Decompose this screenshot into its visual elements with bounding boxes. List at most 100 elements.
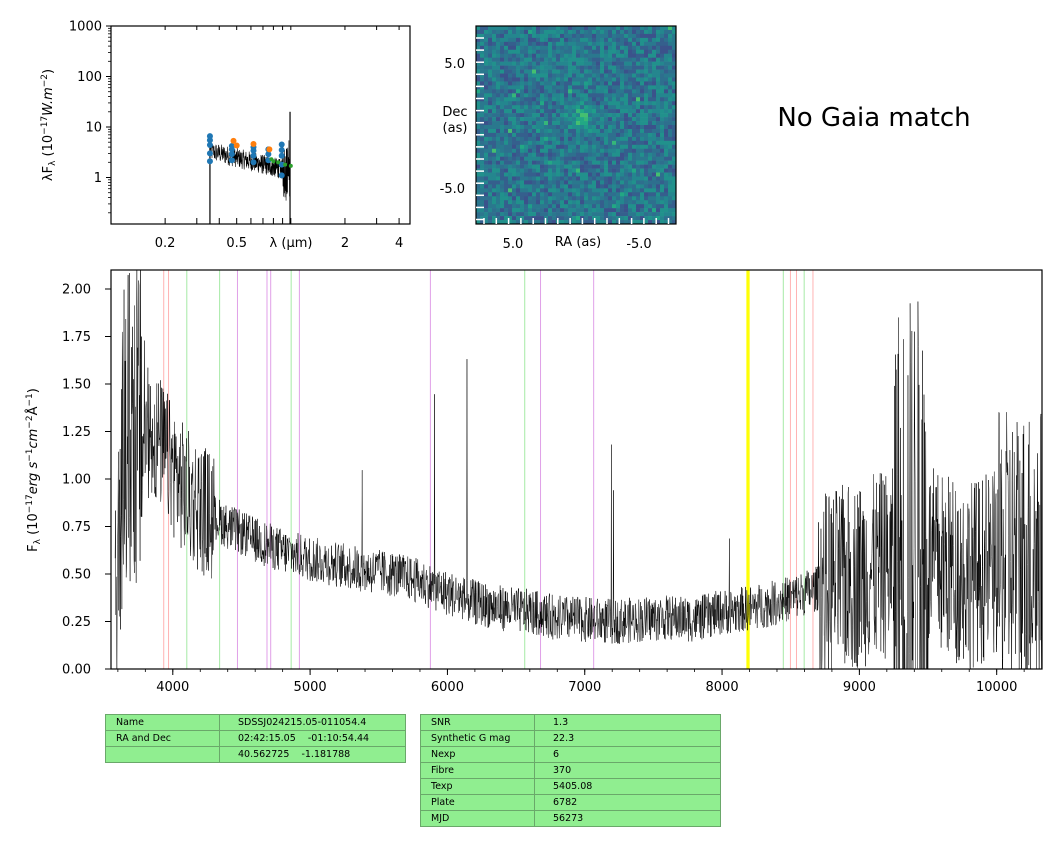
image-pixel <box>528 192 533 197</box>
image-pixel <box>520 144 525 150</box>
image-pixel <box>600 81 605 86</box>
sed-xtick-label: 0.2 <box>155 236 176 251</box>
image-pixel <box>488 105 493 110</box>
image-pixel <box>492 220 497 225</box>
image-pixel <box>528 140 533 146</box>
sed-ytick-label: 100 <box>77 70 102 85</box>
image-pixel <box>612 164 617 169</box>
image-pixel <box>612 89 617 94</box>
image-pixel <box>632 77 637 82</box>
image-pixel <box>656 81 661 86</box>
image-pixel <box>584 97 589 102</box>
image-pixel <box>528 89 533 94</box>
image-pixel <box>488 29 493 35</box>
image-pixel <box>596 93 601 98</box>
image-pixel <box>632 204 637 209</box>
image-pixel <box>520 117 525 122</box>
image-pixel <box>516 140 521 146</box>
image-pixel <box>552 49 557 55</box>
image-pixel <box>588 168 593 173</box>
image-pixel <box>552 113 557 118</box>
image-pixel <box>536 117 541 122</box>
image-pixel <box>632 29 637 35</box>
image-pixel <box>520 192 525 197</box>
image-pixel <box>524 168 529 173</box>
image-pixel <box>604 89 609 94</box>
image-pixel <box>664 97 669 102</box>
image-pixel <box>520 33 525 39</box>
image-pixel <box>484 152 489 157</box>
image-pixel <box>480 45 485 51</box>
image-pixel <box>664 121 669 126</box>
image-pixel <box>548 113 553 118</box>
image-pixel <box>572 156 577 161</box>
image-pixel <box>616 152 621 157</box>
image-pixel <box>664 212 669 217</box>
image-pixel <box>504 109 509 114</box>
image-pixel <box>512 81 517 86</box>
image-pixel <box>600 164 605 169</box>
image-pixel <box>520 109 525 114</box>
image-pixel <box>488 212 493 217</box>
image-pixel <box>560 204 565 209</box>
image-pixel <box>628 144 633 150</box>
image-pixel <box>668 212 673 217</box>
image-pixel <box>556 53 561 58</box>
image-pixel <box>672 41 677 47</box>
image-pixel <box>564 29 569 35</box>
image-pixel <box>528 45 533 51</box>
image-pixel <box>656 105 661 110</box>
image-pixel <box>520 101 525 106</box>
image-pixel <box>556 101 561 106</box>
image-ytick-bottom: -5.0 <box>440 182 465 197</box>
image-pixel <box>480 136 485 142</box>
image-pixel <box>548 144 553 150</box>
image-pixel <box>604 37 609 43</box>
image-pixel <box>576 188 581 193</box>
image-pixel <box>620 41 625 47</box>
image-pixel <box>628 176 633 181</box>
image-pixel <box>484 196 489 201</box>
image-pixel <box>588 196 593 201</box>
image-pixel <box>648 81 653 86</box>
image-pixel <box>636 208 641 213</box>
image-pixel <box>632 180 637 185</box>
image-pixel <box>624 109 629 114</box>
image-pixel <box>612 53 617 58</box>
image-pixel <box>488 160 493 165</box>
image-pixel <box>668 156 673 161</box>
image-pixel <box>596 140 601 146</box>
image-pixel <box>496 204 501 209</box>
image-pixel <box>584 81 589 86</box>
image-pixel <box>608 176 613 181</box>
image-pixel <box>540 152 545 157</box>
image-pixel <box>516 172 521 177</box>
image-pixel <box>532 136 537 142</box>
image-pixel <box>600 180 605 185</box>
image-pixel <box>620 73 625 78</box>
image-pixel <box>536 81 541 86</box>
image-pixel <box>556 61 561 66</box>
image-pixel <box>552 29 557 35</box>
image-pixel <box>604 65 609 70</box>
image-pixel <box>492 125 497 130</box>
image-pixel <box>516 29 521 35</box>
image-pixel <box>668 220 673 225</box>
image-pixel <box>504 136 509 142</box>
image-pixel <box>564 144 569 150</box>
image-pixel <box>556 113 561 118</box>
image-pixel <box>568 73 573 78</box>
image-pixel <box>672 204 677 209</box>
image-pixel <box>576 85 581 90</box>
image-pixel <box>648 65 653 70</box>
image-pixel <box>636 196 641 201</box>
spectrum-ytick-label: 0.25 <box>62 615 91 630</box>
image-pixel <box>528 212 533 217</box>
image-pixel <box>624 184 629 189</box>
image-pixel <box>632 93 637 98</box>
image-pixel <box>656 188 661 193</box>
image-pixel <box>476 57 481 62</box>
image-pixel <box>664 156 669 161</box>
image-pixel <box>536 45 541 51</box>
image-pixel <box>640 160 645 165</box>
